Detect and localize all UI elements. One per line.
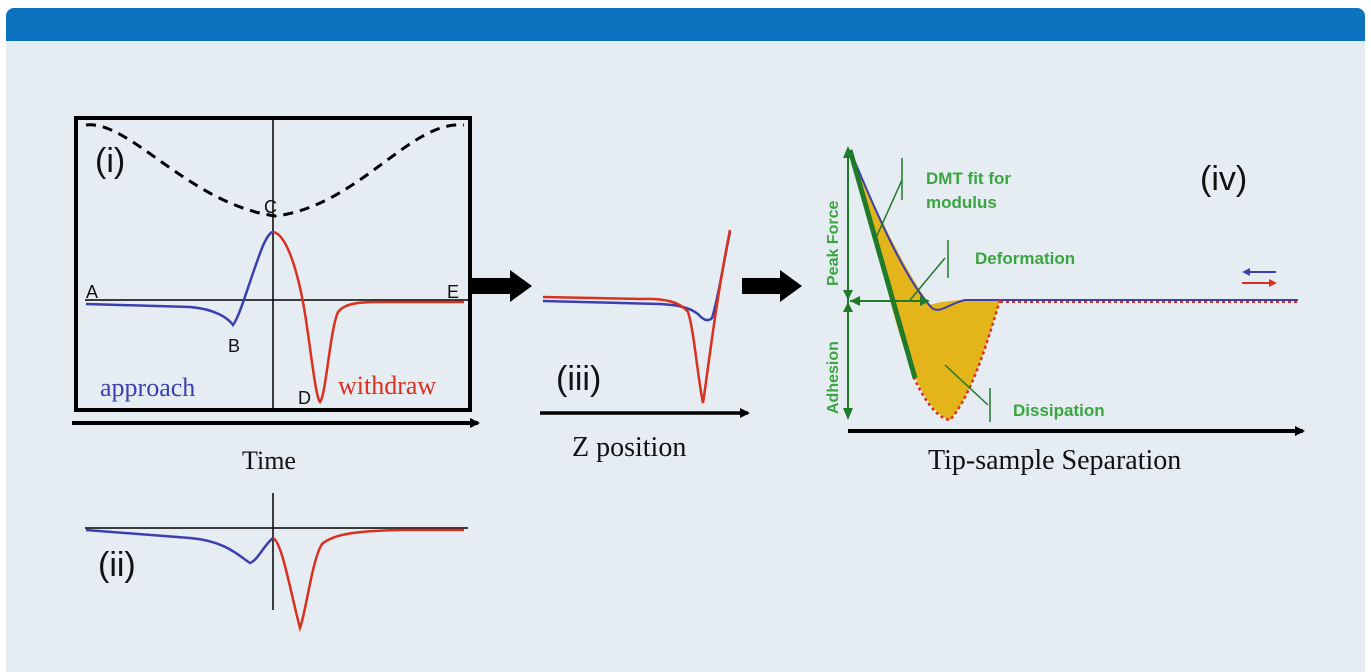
legend-approach-arrowhead — [1242, 268, 1250, 276]
panel-ii-label: (ii) — [98, 546, 136, 584]
time-axis-label: Time — [242, 446, 296, 475]
header-bar — [6, 8, 1365, 41]
panel-ii: (ii) — [85, 493, 468, 633]
deformation-arrowhead-right — [920, 296, 930, 306]
panel-iv: (iv) DMT fit for modulus Deformation Dis… — [825, 146, 1305, 476]
panel-i: (i) A B C D E approach withdraw Time — [72, 116, 480, 475]
panel-ii-withdraw-curve — [272, 528, 464, 633]
dmt-leader-line — [874, 179, 903, 241]
adhesion-arrowhead-top — [843, 302, 853, 312]
point-d-label: D — [298, 388, 311, 408]
deformation-leader-line — [909, 257, 946, 301]
approach-label: approach — [100, 373, 195, 402]
panel-iv-label: (iv) — [1200, 160, 1247, 198]
panel-ii-approach-curve — [85, 528, 274, 565]
peak-force-label: Peak Force — [825, 201, 842, 286]
z-axis-label: Z position — [572, 432, 686, 463]
approach-curve — [85, 230, 274, 328]
arrow-iii-to-iv — [742, 270, 802, 302]
point-b-label: B — [228, 336, 240, 356]
separation-axis-label: Tip-sample Separation — [928, 445, 1181, 476]
dissipation-leader-line — [944, 364, 989, 406]
point-e-label: E — [447, 282, 459, 302]
panel-i-label: (i) — [95, 142, 125, 180]
point-a-label: A — [86, 282, 98, 302]
z-modulation-curve — [85, 123, 465, 218]
peak-force-arrowhead-bottom — [843, 290, 853, 300]
arrow-i-to-iii — [472, 270, 532, 302]
dissipation-label: Dissipation — [1013, 401, 1105, 420]
peak-force-arrowhead-top — [843, 146, 853, 158]
point-c-label: C — [264, 197, 277, 217]
panel-iv-withdraw-curve — [912, 299, 1002, 422]
dmt-label-line1: DMT fit for — [926, 169, 1011, 188]
adhesion-arrowhead-bottom — [843, 408, 853, 420]
panel-iii-approach-curve — [542, 231, 732, 322]
panel-iii-label: (iii) — [556, 360, 601, 398]
withdraw-label: withdraw — [338, 371, 436, 400]
panel-iv-approach-curve — [849, 149, 1298, 311]
dmt-label-line2: modulus — [926, 193, 997, 212]
adhesion-label: Adhesion — [825, 341, 842, 414]
panel-iii-withdraw-curve — [542, 229, 732, 404]
dmt-fit-line — [847, 149, 918, 379]
panel-iii: (iii) Z position — [540, 229, 750, 463]
dissipation-area — [850, 150, 1000, 420]
deformation-arrowhead-left — [850, 296, 860, 306]
withdraw-curve — [272, 230, 464, 404]
legend-withdraw-arrowhead — [1269, 279, 1277, 287]
deformation-label: Deformation — [975, 249, 1075, 268]
